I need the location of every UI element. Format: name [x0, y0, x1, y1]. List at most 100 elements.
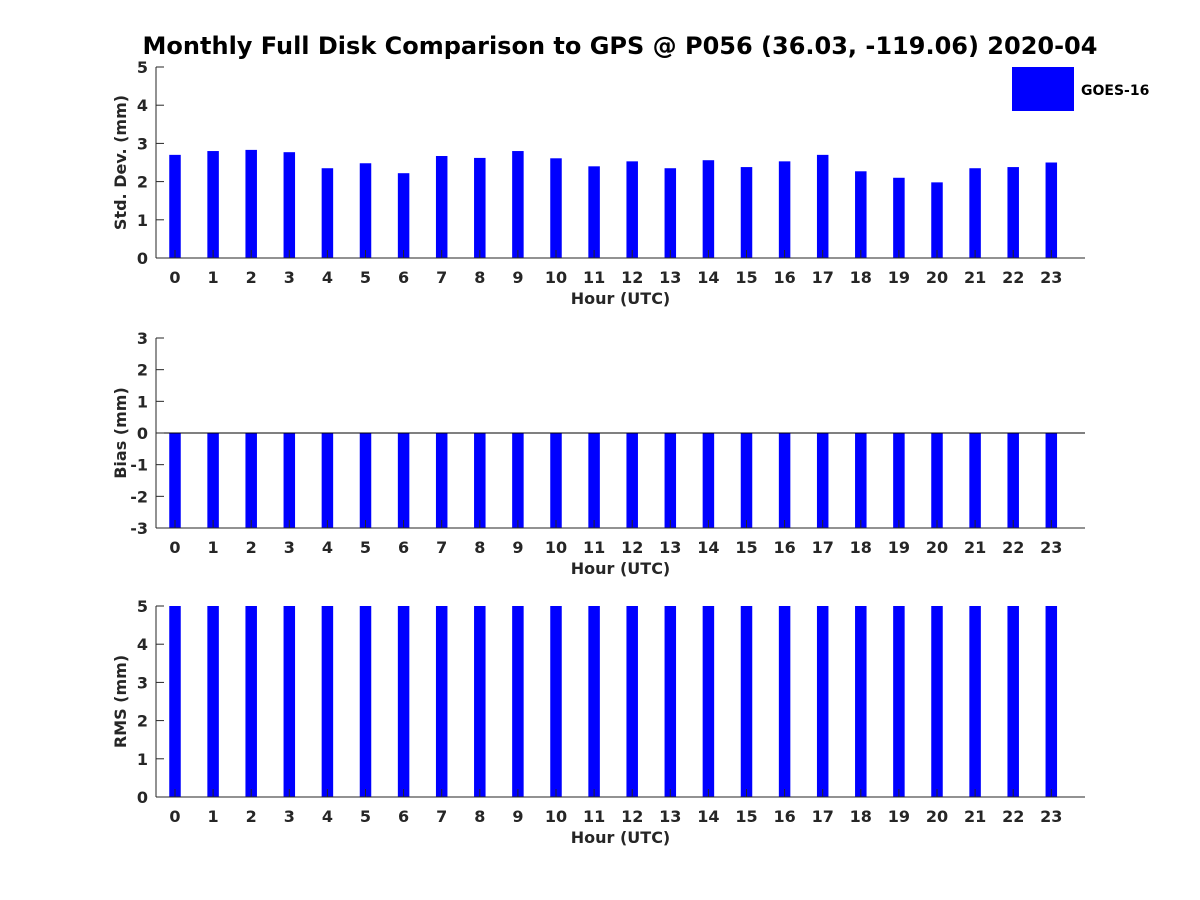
y-tick-label: 1: [137, 750, 148, 769]
bar-hour-17: [816, 606, 829, 797]
x-tick-label: 22: [1002, 807, 1024, 826]
x-tick-label: 22: [1002, 538, 1024, 557]
bar-hour-10: [550, 606, 562, 797]
bar-hour-11: [588, 606, 600, 797]
x-tick-label: 9: [512, 268, 523, 287]
x-tick-label: 18: [850, 538, 872, 557]
bar-hour-7: [435, 156, 448, 258]
x-tick-label: 15: [735, 538, 757, 557]
bar-hour-12: [626, 433, 638, 528]
x-tick-label: 12: [621, 538, 643, 557]
y-tick-label: -3: [130, 519, 148, 538]
bar-hour-19: [893, 433, 905, 528]
x-tick-label: 2: [246, 538, 257, 557]
bar-hour-13: [664, 606, 677, 797]
bar-hour-14: [702, 433, 715, 528]
bar-hour-12: [626, 161, 638, 258]
bar-hour-0: [169, 154, 181, 258]
bar-hour-10: [550, 158, 562, 258]
y-tick-label: 5: [137, 597, 148, 616]
x-tick-label: 11: [583, 807, 605, 826]
bar-hour-6: [397, 173, 410, 258]
bar-hour-15: [740, 433, 753, 528]
x-axis-label: Hour (UTC): [571, 828, 671, 847]
x-tick-label: 9: [512, 538, 523, 557]
bar-hour-15: [740, 167, 753, 258]
x-tick-label: 1: [208, 268, 219, 287]
x-tick-label: 17: [812, 807, 834, 826]
x-tick-label: 6: [398, 538, 409, 557]
x-tick-label: 21: [964, 538, 986, 557]
x-tick-label: 8: [474, 268, 485, 287]
bar-hour-15: [740, 606, 753, 797]
y-tick-label: 4: [137, 635, 148, 654]
y-tick-label: 2: [137, 173, 148, 192]
bar-hour-23: [1045, 606, 1058, 797]
bar-hour-20: [931, 606, 943, 797]
x-tick-label: 13: [659, 268, 681, 287]
x-tick-label: 9: [512, 807, 523, 826]
x-axis-label: Hour (UTC): [571, 559, 671, 578]
bar-hour-4: [321, 433, 334, 528]
bar-hour-17: [816, 433, 829, 528]
bar-hour-3: [283, 606, 296, 797]
x-tick-label: 12: [621, 268, 643, 287]
bar-hour-7: [435, 433, 448, 528]
y-tick-label: 3: [137, 329, 148, 348]
x-tick-label: 16: [773, 268, 795, 287]
bar-hour-6: [397, 433, 410, 528]
y-tick-label: 3: [137, 134, 148, 153]
x-tick-label: 11: [583, 538, 605, 557]
y-tick-label: 0: [137, 424, 148, 443]
x-tick-label: 6: [398, 807, 409, 826]
x-tick-label: 14: [697, 538, 719, 557]
bar-hour-5: [359, 163, 372, 258]
bar-hour-22: [1007, 606, 1019, 797]
x-tick-label: 12: [621, 807, 643, 826]
x-tick-label: 6: [398, 268, 409, 287]
x-tick-label: 4: [322, 538, 333, 557]
bar-hour-12: [626, 606, 638, 797]
bar-hour-21: [969, 433, 981, 528]
x-tick-label: 22: [1002, 268, 1024, 287]
y-tick-label: -1: [130, 456, 148, 475]
bar-hour-13: [664, 433, 677, 528]
bar-hour-9: [512, 151, 524, 258]
x-tick-label: 8: [474, 807, 485, 826]
bar-hour-19: [893, 177, 905, 258]
y-tick-label: 2: [137, 712, 148, 731]
x-tick-label: 19: [888, 538, 910, 557]
x-tick-label: 21: [964, 268, 986, 287]
bar-hour-8: [474, 157, 486, 258]
x-tick-label: 1: [208, 807, 219, 826]
x-tick-label: 5: [360, 538, 371, 557]
bar-hour-17: [816, 154, 829, 258]
bar-hour-2: [245, 433, 257, 528]
x-tick-label: 13: [659, 538, 681, 557]
bar-hour-6: [397, 606, 410, 797]
y-tick-label: 1: [137, 392, 148, 411]
x-tick-label: 15: [735, 268, 757, 287]
bar-hour-20: [931, 182, 943, 258]
x-tick-label: 23: [1040, 268, 1062, 287]
x-tick-label: 18: [850, 807, 872, 826]
x-tick-label: 17: [812, 268, 834, 287]
y-tick-label: -2: [130, 487, 148, 506]
x-tick-label: 17: [812, 538, 834, 557]
x-tick-label: 20: [926, 807, 948, 826]
bar-hour-23: [1045, 162, 1058, 258]
x-tick-label: 4: [322, 268, 333, 287]
x-tick-label: 1: [208, 538, 219, 557]
bar-hour-4: [321, 168, 334, 258]
y-axis-label: RMS (mm): [111, 655, 130, 748]
y-tick-label: 3: [137, 673, 148, 692]
bar-hour-5: [359, 606, 372, 797]
x-tick-label: 7: [436, 538, 447, 557]
x-tick-label: 3: [284, 268, 295, 287]
x-tick-label: 0: [169, 268, 180, 287]
bar-hour-22: [1007, 167, 1019, 258]
